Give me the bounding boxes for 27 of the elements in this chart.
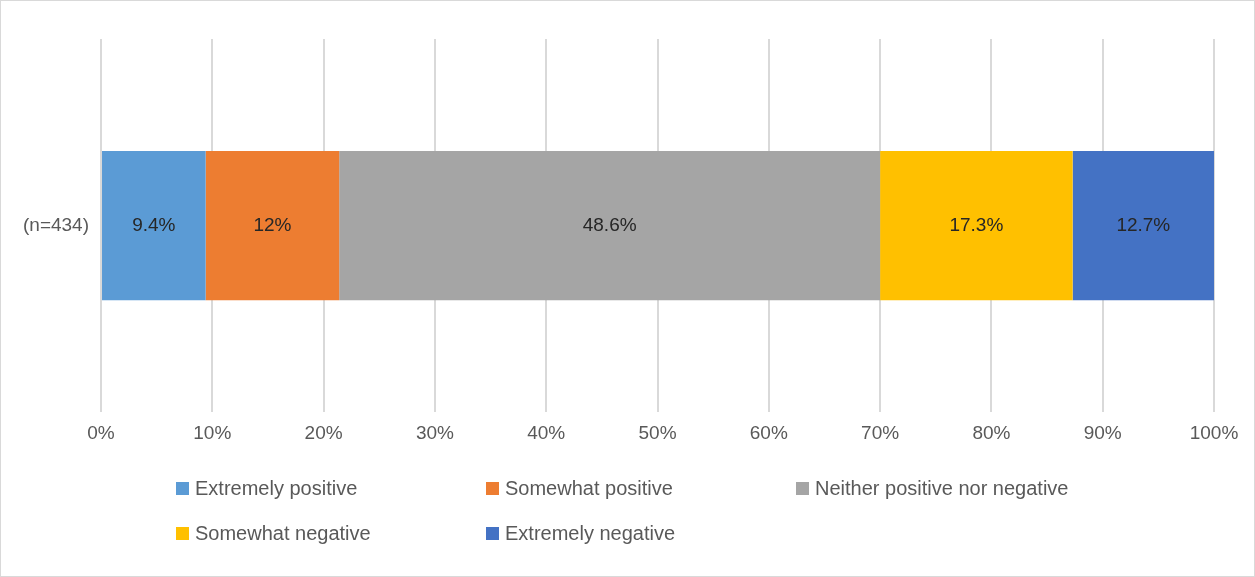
bar [205,150,340,301]
x-tick-label: 60% [749,421,788,443]
x-tick-label: 10% [193,421,232,443]
x-tick-label: 90% [1083,421,1122,443]
data-label: 17.3% [949,213,1004,235]
x-tick-label: 30% [415,421,455,443]
data-label: 9.4% [132,213,176,235]
x-tick-label: 50% [638,421,677,443]
data-label: 12.7% [1116,213,1171,235]
y-tick-label: (n=434) [22,213,90,235]
legend-label: Extremely positive [194,477,359,500]
bar [880,150,1073,301]
x-tick-label: 70% [861,421,900,443]
x-tick-label: 40% [527,421,566,443]
legend-label: Somewhat negative [194,522,372,545]
legend-label: Neither positive nor negative [814,477,1070,500]
x-tick-label: 80% [972,421,1011,443]
bar [1072,150,1214,301]
x-tick-label: 20% [304,421,343,443]
data-label: 48.6% [582,213,637,235]
data-label: 12% [253,213,292,235]
legend-label: Extremely negative [504,522,677,545]
bar [339,150,881,301]
x-tick-label: 0% [87,421,115,443]
x-tick-label: 100% [1189,421,1239,443]
legend-label: Somewhat positive [504,477,674,500]
bar [102,150,206,301]
